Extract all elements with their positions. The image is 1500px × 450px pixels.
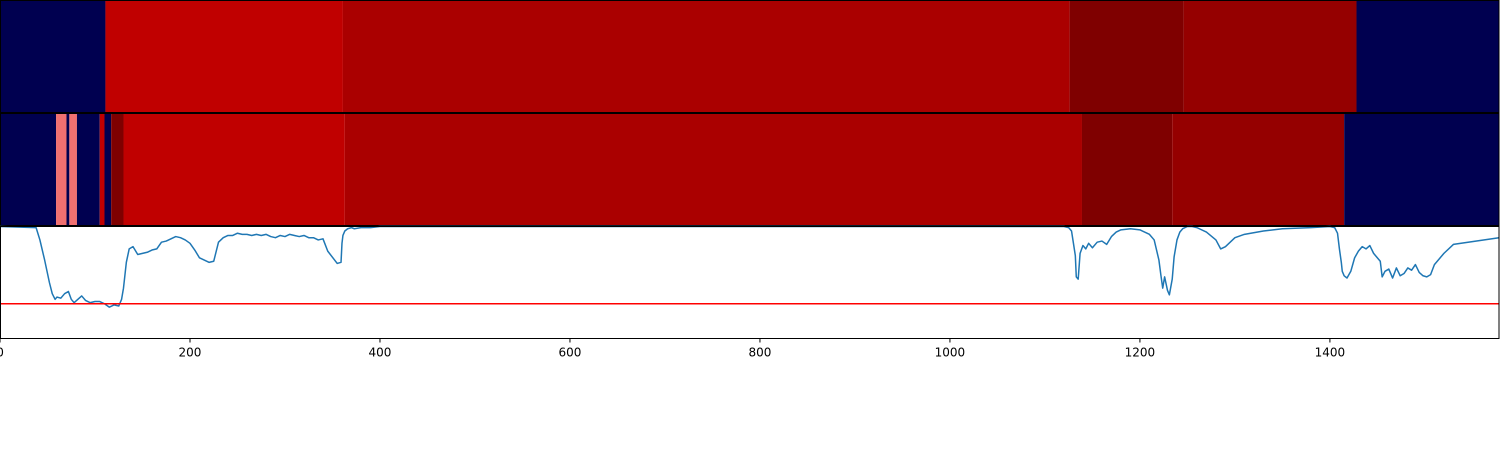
segment-2-12	[1344, 113, 1499, 226]
segment-2-7	[111, 113, 124, 226]
x-tick-label-3: 600	[559, 346, 582, 360]
track-frame-2	[0, 113, 1500, 226]
segment-2-4	[76, 113, 100, 226]
x-tick-label-5: 1000	[935, 346, 966, 360]
segment-1-3	[1069, 0, 1184, 113]
x-tick-label-0: 0	[0, 346, 4, 360]
segment-2-6	[104, 113, 112, 226]
segment-2-11	[1172, 113, 1345, 226]
segment-2-0	[0, 113, 57, 226]
segment-2-3	[69, 113, 77, 226]
segment-1-4	[1183, 0, 1357, 113]
segment-2-9	[344, 113, 1082, 226]
segment-track-1	[0, 0, 1500, 113]
segment-1-1	[105, 0, 343, 113]
segment-2-8	[123, 113, 345, 226]
segment-2-5	[99, 113, 105, 226]
x-tick-label-7: 1400	[1315, 346, 1346, 360]
x-tick-label-6: 1200	[1125, 346, 1156, 360]
line-plot-panel	[0, 225, 1500, 339]
line-panel-background	[0, 226, 1499, 339]
segment-2-10	[1081, 113, 1173, 226]
x-axis: 0 200 400 600 800 1000 1200 1400	[0, 338, 1346, 360]
track-frame-1	[0, 0, 1500, 113]
line-panel-frame	[0, 226, 1500, 339]
x-tick-label-2: 400	[369, 346, 392, 360]
segment-track-2	[0, 113, 1500, 226]
segment-2-1	[56, 113, 67, 226]
segment-1-0	[0, 0, 106, 113]
x-tick-label-1: 200	[179, 346, 202, 360]
x-tick-label-4: 800	[748, 346, 771, 360]
segment-2-2	[66, 113, 70, 226]
segment-1-5	[1356, 0, 1499, 113]
segment-1-2	[342, 0, 1070, 113]
